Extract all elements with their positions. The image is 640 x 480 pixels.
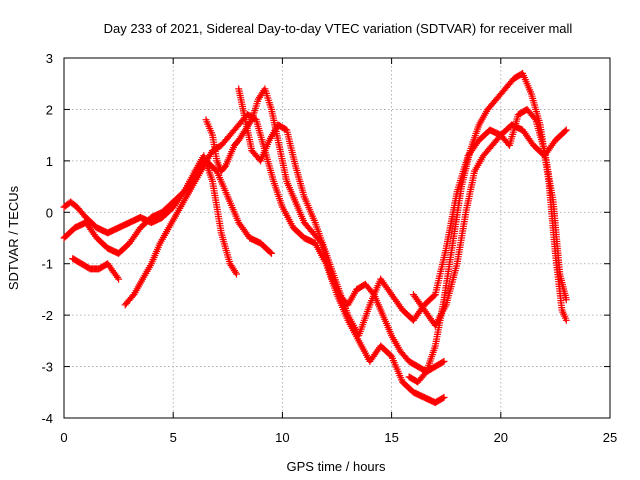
series-arc-8 <box>409 105 570 329</box>
series-arc-5 <box>202 85 448 376</box>
x-tick-labels: 0 5 10 15 20 25 <box>60 430 617 445</box>
series-arc-3 <box>69 255 123 283</box>
data-point-markers <box>409 105 570 329</box>
data-point-markers <box>69 255 123 283</box>
series-arc-7 <box>405 69 570 386</box>
x-tick-label: 5 <box>170 430 177 445</box>
y-tick-label: -2 <box>41 308 53 323</box>
y-tick-label: -1 <box>41 257 53 272</box>
data-point-markers <box>121 111 448 407</box>
data-point-markers <box>60 157 275 257</box>
x-tick-label: 10 <box>275 430 289 445</box>
y-tick-label: 0 <box>46 205 53 220</box>
chart-title: Day 233 of 2021, Sidereal Day-to-day VTE… <box>104 21 573 36</box>
y-tick-label: 1 <box>46 154 53 169</box>
x-tick-label: 15 <box>384 430 398 445</box>
grid <box>64 58 610 418</box>
y-tick-label: 2 <box>46 102 53 117</box>
x-axis-title: GPS time / hours <box>287 459 386 474</box>
x-tick-label: 0 <box>60 430 67 445</box>
data-point-markers <box>405 69 570 386</box>
y-tick-labels: -4 -3 -2 -1 0 1 2 3 <box>41 51 53 426</box>
y-tick-label: 3 <box>46 51 53 66</box>
x-tick-label: 25 <box>603 430 617 445</box>
series-arc-2 <box>60 157 275 257</box>
y-tick-label: -3 <box>41 360 53 375</box>
data-point-markers <box>202 85 448 376</box>
y-tick-label: -4 <box>41 411 53 426</box>
x-tick-label: 20 <box>494 430 508 445</box>
series-arc-4 <box>121 111 448 407</box>
y-axis-title: SDTVAR / TECUs <box>6 185 21 290</box>
data-points <box>60 69 570 407</box>
